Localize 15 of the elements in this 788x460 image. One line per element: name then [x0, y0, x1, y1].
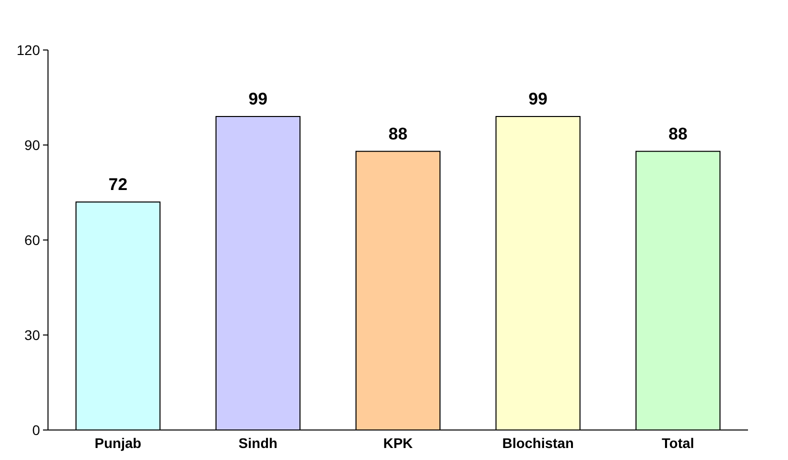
- x-tick-label: KPK: [383, 435, 413, 451]
- x-tick-label: Blochistan: [502, 435, 574, 451]
- y-tick-label: 30: [24, 326, 40, 343]
- data-label: 72: [108, 175, 128, 194]
- y-tick-label: 90: [24, 136, 40, 153]
- data-label: 88: [388, 124, 408, 144]
- y-tick-label: 0: [32, 422, 40, 438]
- data-label: 99: [248, 90, 268, 108]
- data-label: 88: [668, 124, 688, 144]
- x-tick-label: Sindh: [238, 435, 278, 451]
- y-tick-label: 60: [24, 232, 40, 248]
- x-tick-label: Total: [662, 435, 694, 451]
- data-label: 99: [528, 90, 548, 108]
- x-tick-label: Punjab: [94, 435, 142, 451]
- y-tick-label: 120: [16, 42, 40, 58]
